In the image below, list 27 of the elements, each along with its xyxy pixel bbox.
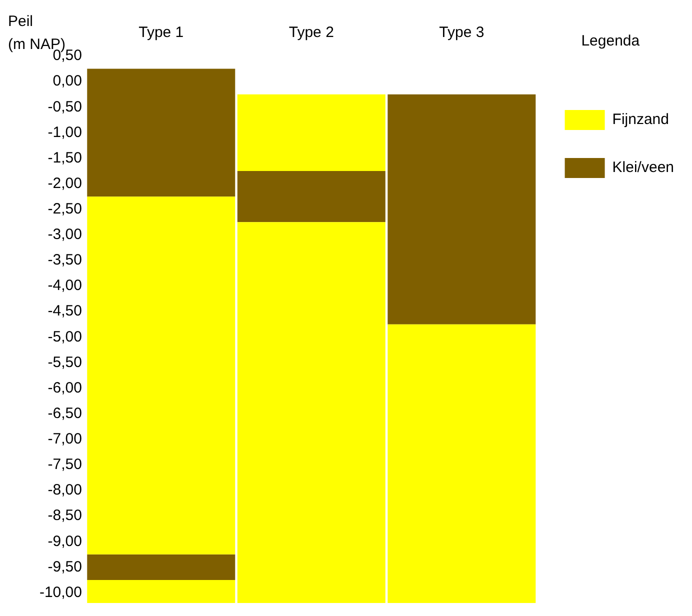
y-tick-label: 0,00 — [52, 72, 82, 90]
y-tick-label: -8,00 — [48, 482, 82, 499]
y-tick-label: -2,50 — [48, 200, 82, 218]
y-tick-label: -5,50 — [48, 354, 82, 371]
y-tick-label: -4,50 — [48, 302, 82, 320]
y-tick-label: -7,50 — [48, 456, 82, 474]
legend-label: Fijnzand — [612, 111, 669, 128]
y-tick-label: -9,00 — [48, 532, 82, 550]
y-tick-label: -3,50 — [48, 252, 82, 269]
legend-label: Klei/veen — [612, 159, 674, 176]
y-tick-label: -4,00 — [48, 277, 82, 294]
y-tick-label: -2,00 — [48, 174, 82, 192]
y-tick-label: -9,50 — [48, 558, 82, 576]
y-tick-label: -6,00 — [48, 379, 82, 396]
y-tick-label: -8,50 — [48, 507, 82, 524]
x-tick-label: Type 2 — [288, 24, 334, 42]
y-tick-label: -7,00 — [48, 430, 82, 448]
y-tick-label: -1,00 — [48, 124, 82, 141]
x-tick-label: Type 1 — [138, 24, 184, 42]
y-tick-label: -1,50 — [48, 149, 82, 166]
y-tick-label: -6,50 — [48, 404, 82, 422]
y-tick-label: -0,50 — [48, 98, 82, 116]
y-tick-label: -3,00 — [48, 226, 82, 244]
x-tick-label: Type 3 — [439, 24, 484, 42]
legend-title: Legenda — [581, 32, 640, 50]
y-tick-label: -10,00 — [39, 584, 82, 601]
y-tick-label: -5,00 — [48, 328, 82, 346]
